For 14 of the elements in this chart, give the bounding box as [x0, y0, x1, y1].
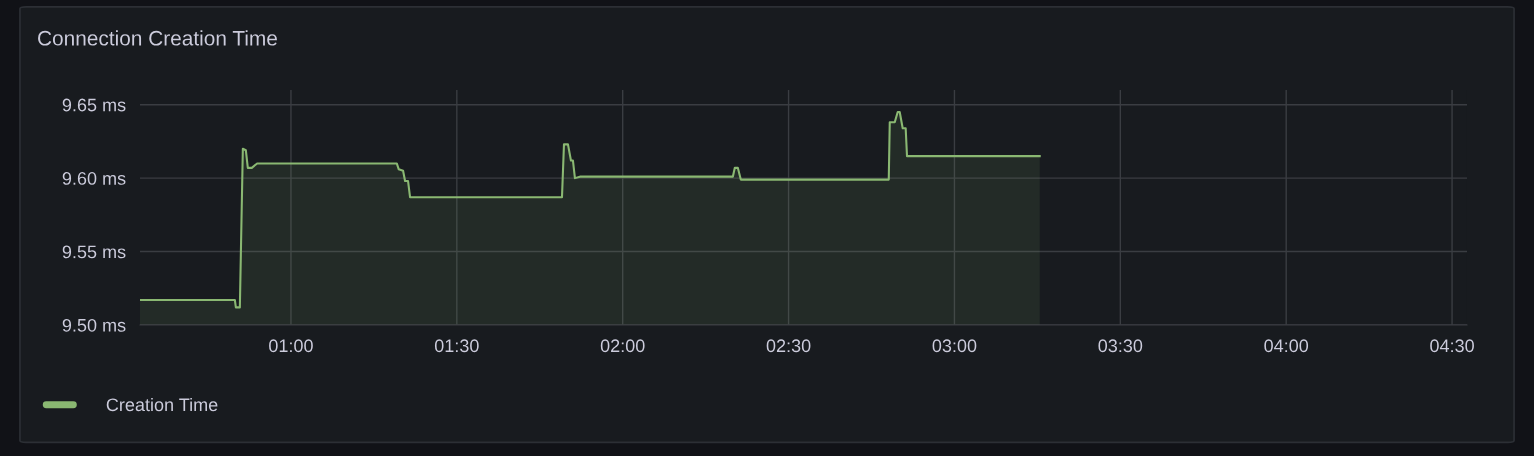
y-tick-label: 9.65 ms [62, 98, 126, 112]
x-tick-label: 03:30 [1098, 339, 1143, 353]
x-tick-label: 03:00 [932, 339, 977, 353]
x-tick-label: 04:00 [1264, 339, 1309, 353]
y-tick-label: 9.60 ms [62, 172, 126, 185]
y-tick-label: 9.50 ms [62, 318, 126, 332]
x-tick-label: 02:30 [766, 339, 811, 353]
x-tick-label: 04:30 [1430, 339, 1474, 353]
chart-title: Connection Creation Time [38, 30, 277, 46]
x-tick-label: 01:00 [269, 339, 313, 353]
y-tick-label: 9.55 ms [62, 245, 126, 259]
legend-label: Creation Time [106, 397, 218, 412]
x-tick-label: 01:30 [434, 339, 479, 353]
x-tick-label: 02:00 [600, 339, 645, 353]
